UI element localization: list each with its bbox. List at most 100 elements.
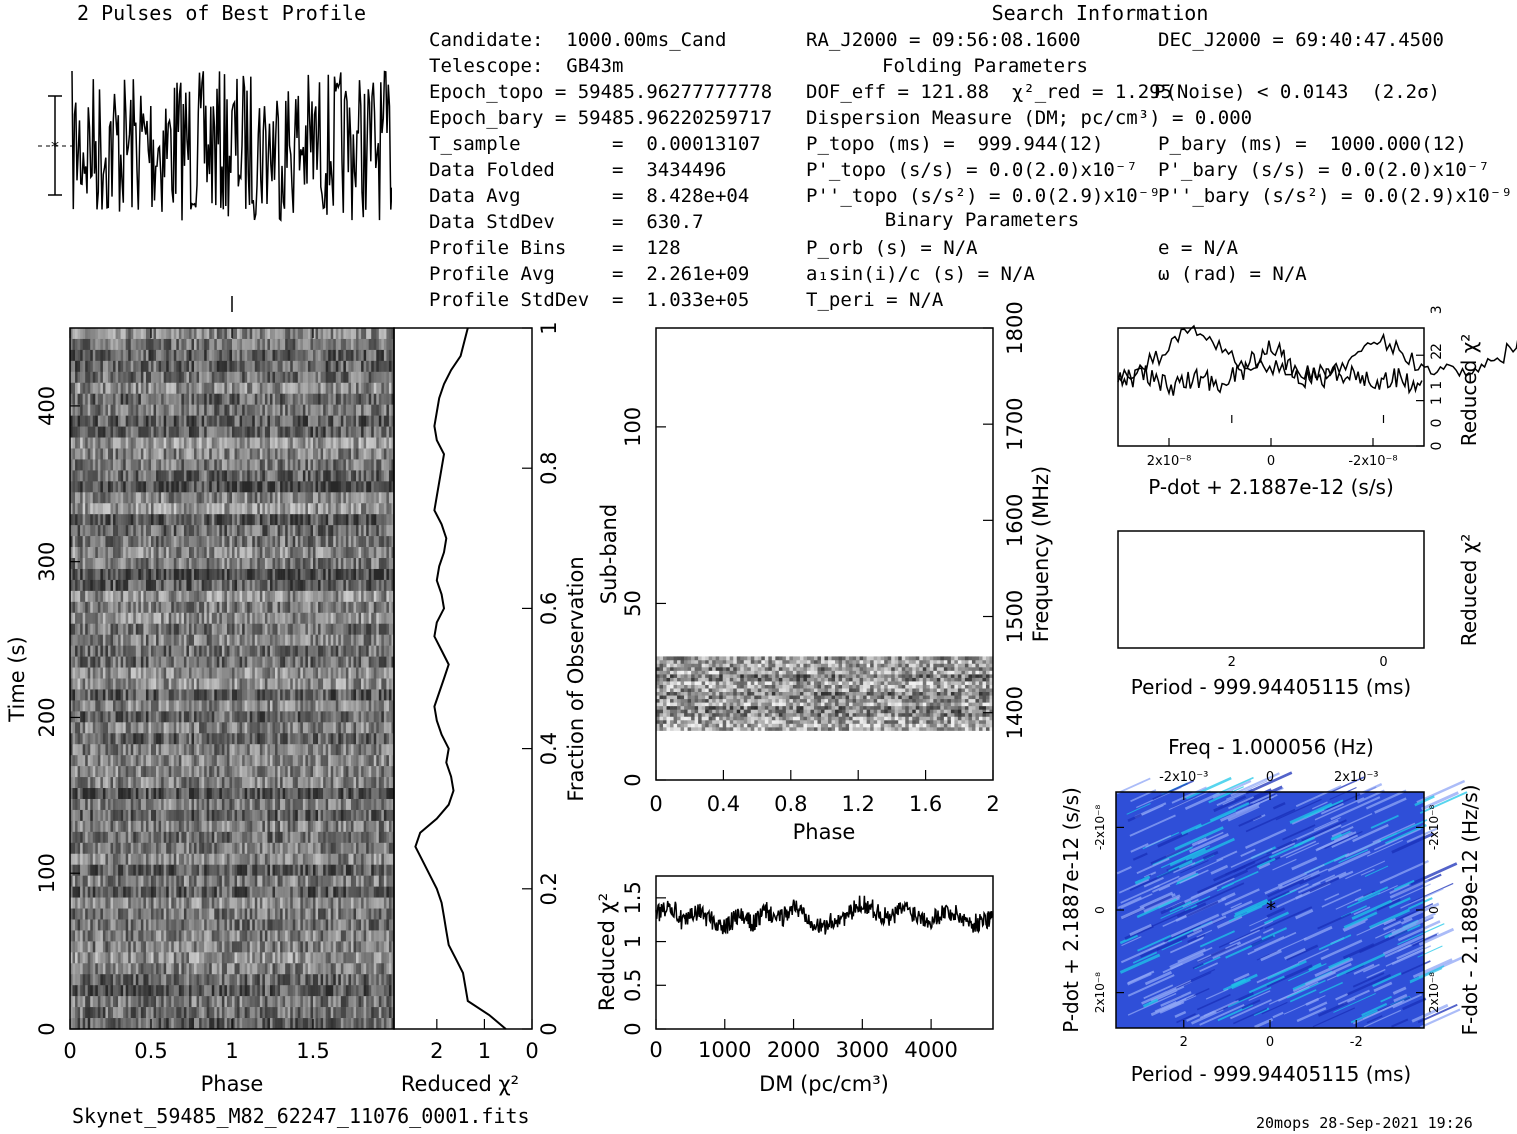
tp-cell xyxy=(154,547,157,558)
tp-cell xyxy=(293,558,296,569)
tp-cell xyxy=(247,744,250,755)
tp-cell xyxy=(361,547,364,558)
tp-cell xyxy=(235,394,238,405)
tp-cell xyxy=(235,470,238,481)
tp-cell xyxy=(278,438,281,449)
tp-cell xyxy=(154,438,157,449)
tp-cell xyxy=(359,459,362,470)
tp-cell xyxy=(78,700,81,711)
tp-cell xyxy=(136,459,139,470)
tp-cell xyxy=(93,372,96,383)
tp-cell xyxy=(364,536,367,547)
tp-cell xyxy=(227,635,230,646)
tp-cell xyxy=(257,481,260,492)
tp-cell xyxy=(224,514,227,525)
tp-cell xyxy=(359,394,362,405)
tp-cell xyxy=(214,536,217,547)
tp-cell xyxy=(293,372,296,383)
tp-cell xyxy=(351,646,354,657)
tp-cell xyxy=(128,470,131,481)
tp-cell xyxy=(126,657,129,668)
tp-cell xyxy=(166,689,169,700)
tp-cell xyxy=(237,668,240,679)
tp-cell xyxy=(100,558,103,569)
tp-cell xyxy=(171,744,174,755)
tp-cell xyxy=(310,492,313,503)
tp-cell xyxy=(118,668,121,679)
tp-cell xyxy=(336,613,339,624)
tp-cell xyxy=(252,722,255,733)
tp-cell xyxy=(111,679,114,690)
tp-cell xyxy=(204,350,207,361)
tp-cell xyxy=(300,448,303,459)
tp-cell xyxy=(224,646,227,657)
tp-cell xyxy=(252,657,255,668)
tp-cell xyxy=(295,361,298,372)
tp-cell xyxy=(121,416,124,427)
tp-cell xyxy=(364,700,367,711)
tp-cell xyxy=(257,646,260,657)
tp-cell xyxy=(384,394,387,405)
tp-cell xyxy=(126,470,129,481)
tp-cell xyxy=(376,722,379,733)
tp-cell xyxy=(376,394,379,405)
tp-cell xyxy=(113,722,116,733)
tp-cell xyxy=(194,481,197,492)
tp-cell xyxy=(85,591,88,602)
tp-cell xyxy=(143,350,146,361)
tp-cell xyxy=(354,689,357,700)
tp-cell xyxy=(161,591,164,602)
tp-cell xyxy=(341,613,344,624)
tp-cell xyxy=(250,591,253,602)
tp-cell xyxy=(207,339,210,350)
tp-cell xyxy=(161,525,164,536)
tp-cell xyxy=(174,602,177,613)
tp-cell xyxy=(179,503,182,514)
tp-cell xyxy=(95,339,98,350)
tp-cell xyxy=(111,339,114,350)
tp-cell xyxy=(151,744,154,755)
tp-cell xyxy=(237,459,240,470)
tp-cell xyxy=(131,679,134,690)
tp-cell xyxy=(128,361,131,372)
tp-cell xyxy=(386,372,389,383)
tp-cell xyxy=(364,383,367,394)
tp-cell xyxy=(202,328,205,339)
tp-cell xyxy=(255,492,258,503)
tp-cell xyxy=(222,624,225,635)
tp-cell xyxy=(118,514,121,525)
tp-cell xyxy=(386,361,389,372)
tp-cell xyxy=(305,700,308,711)
tp-cell xyxy=(133,405,136,416)
tp-cell xyxy=(240,679,243,690)
tp-cell xyxy=(141,679,144,690)
tp-cell xyxy=(257,679,260,690)
tp-cell xyxy=(98,580,101,591)
tp-cell xyxy=(161,416,164,427)
tp-cell xyxy=(219,646,222,657)
tp-cell xyxy=(83,613,86,624)
tp-cell xyxy=(108,602,111,613)
tp-cell xyxy=(313,372,316,383)
tp-cell xyxy=(303,679,306,690)
tp-cell xyxy=(169,383,172,394)
tp-cell xyxy=(164,438,167,449)
tp-cell xyxy=(245,722,248,733)
tp-cell xyxy=(255,427,258,438)
tp-cell xyxy=(288,700,291,711)
tp-cell xyxy=(359,448,362,459)
tp-cell xyxy=(121,448,124,459)
tp-cell xyxy=(328,405,331,416)
tp-cell xyxy=(227,383,230,394)
tp-cell xyxy=(83,700,86,711)
tp-cell xyxy=(121,339,124,350)
tp-cell xyxy=(83,722,86,733)
tp-cell xyxy=(95,383,98,394)
tp-cell xyxy=(326,700,329,711)
tp-cell xyxy=(181,624,184,635)
tp-cell xyxy=(189,372,192,383)
tp-cell xyxy=(103,558,106,569)
tp-cell xyxy=(252,624,255,635)
tp-cell xyxy=(333,679,336,690)
tp-cell xyxy=(273,722,276,733)
